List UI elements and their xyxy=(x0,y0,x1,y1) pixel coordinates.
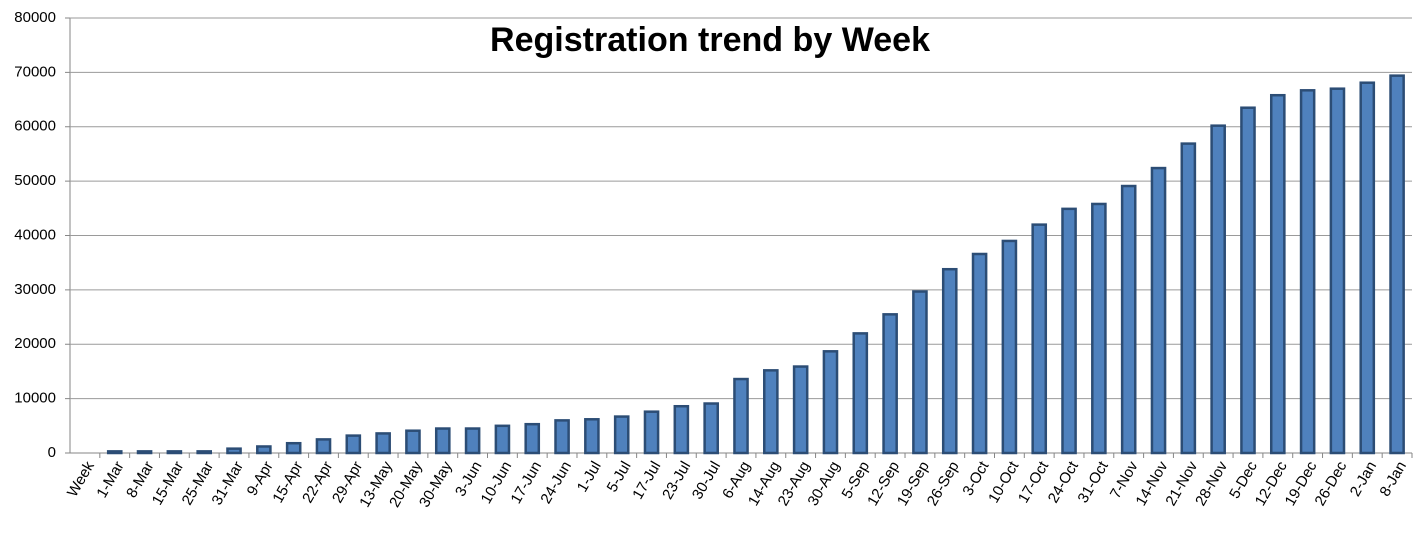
bar xyxy=(1031,223,1048,455)
x-tick-label: 2-Jan xyxy=(1347,458,1380,499)
x-tick-label: 5-Jul xyxy=(604,458,635,495)
y-tick-label: 80000 xyxy=(14,9,56,26)
bar xyxy=(941,267,958,455)
x-tick-label: Week xyxy=(64,458,98,500)
bar xyxy=(345,434,362,455)
bar xyxy=(315,438,332,455)
y-tick-label: 60000 xyxy=(14,118,56,135)
x-tick-label: 17-Jul xyxy=(629,458,664,502)
x-tick-label: 23-Jul xyxy=(659,458,694,502)
bar xyxy=(852,332,869,455)
x-tick-label: 8-Jan xyxy=(1377,458,1410,499)
bar xyxy=(1150,166,1167,455)
y-tick-label: 40000 xyxy=(14,226,56,243)
x-tick-label: 31-Oct xyxy=(1075,458,1113,506)
bar xyxy=(464,427,481,455)
bar xyxy=(136,450,153,455)
bar xyxy=(971,252,988,455)
bar xyxy=(792,365,809,455)
bar xyxy=(434,427,451,455)
bar xyxy=(584,418,600,455)
bar xyxy=(554,419,570,455)
bar xyxy=(703,402,719,455)
bar xyxy=(256,445,272,455)
bar xyxy=(882,313,898,455)
bar xyxy=(166,450,183,455)
bar xyxy=(196,450,213,455)
bar xyxy=(1061,207,1077,455)
bar xyxy=(375,432,391,455)
bar xyxy=(226,447,242,455)
bar xyxy=(1329,87,1346,455)
y-tick-label: 70000 xyxy=(14,63,56,80)
bar xyxy=(1001,239,1018,455)
bar xyxy=(524,422,541,455)
bar xyxy=(494,424,511,455)
bar xyxy=(106,450,123,455)
bar xyxy=(643,410,660,455)
bar xyxy=(1091,202,1107,455)
bar xyxy=(1269,93,1286,455)
bar xyxy=(912,290,928,455)
bar xyxy=(673,404,690,455)
bar xyxy=(763,369,779,455)
bar xyxy=(1240,106,1256,455)
x-tick-label: 30-Jul xyxy=(689,458,724,502)
bar xyxy=(1359,81,1376,455)
bar xyxy=(1299,89,1316,455)
bar xyxy=(613,415,630,455)
x-tick-label: 1-Jul xyxy=(574,458,605,495)
y-tick-label: 50000 xyxy=(14,172,56,189)
y-tick-label: 10000 xyxy=(14,390,56,407)
bar xyxy=(1389,74,1405,455)
bar xyxy=(1210,124,1226,455)
bar xyxy=(405,429,421,455)
bar xyxy=(1120,184,1137,455)
bar xyxy=(1180,142,1197,455)
chart-title: Registration trend by Week xyxy=(490,21,930,59)
bar xyxy=(733,377,749,455)
y-tick-label: 30000 xyxy=(14,281,56,298)
x-tick-label: 1-Mar xyxy=(93,458,127,500)
bar xyxy=(285,441,302,455)
y-tick-label: 20000 xyxy=(14,335,56,352)
y-tick-label: 0 xyxy=(48,444,56,461)
bar xyxy=(822,350,839,455)
